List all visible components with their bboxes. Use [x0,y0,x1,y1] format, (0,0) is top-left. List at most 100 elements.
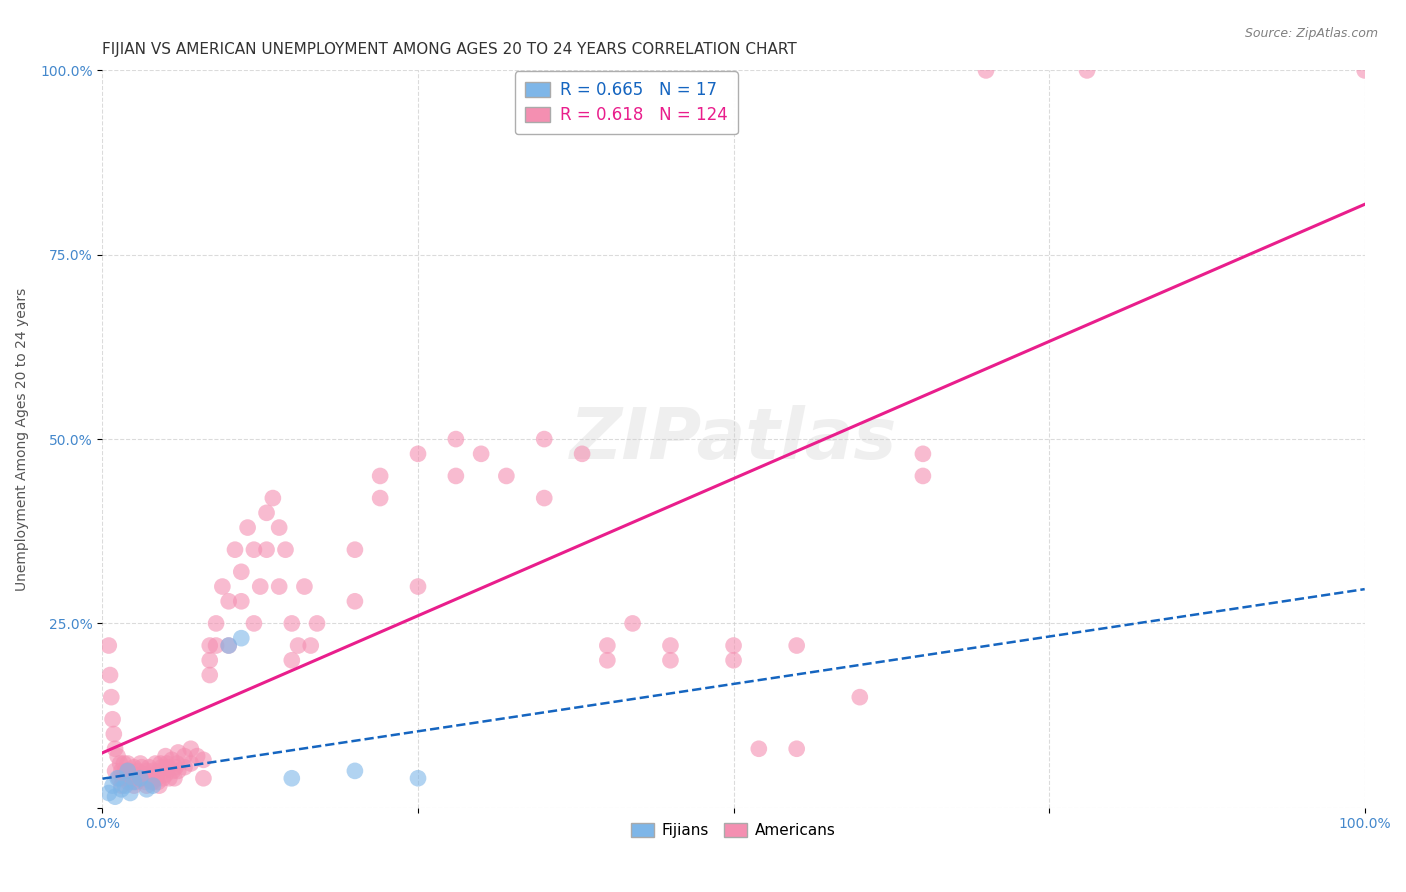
Point [343,542,366,557]
Point [406,771,429,785]
Point [596,653,619,667]
Point [193,771,215,785]
Point [103,727,125,741]
Point [218,639,240,653]
Point [571,447,593,461]
Point [129,771,152,785]
Point [132,767,155,781]
Point [121,775,143,789]
Point [104,764,127,778]
Point [132,771,155,785]
Point [287,639,309,653]
Point [110,782,132,797]
Point [135,779,157,793]
Point [146,775,169,789]
Point [101,779,124,793]
Point [129,756,152,771]
Point [118,764,141,778]
Point [256,506,278,520]
Point [149,756,172,771]
Point [368,491,391,505]
Point [117,764,139,778]
Point [110,764,132,778]
Point [125,775,148,789]
Point [186,749,208,764]
Point [127,764,149,778]
Point [104,741,127,756]
Point [723,653,745,667]
Point [120,771,142,785]
Point [231,631,253,645]
Point [205,616,228,631]
Point [343,594,366,608]
Point [145,756,167,771]
Point [128,771,150,785]
Point [533,432,555,446]
Point [121,771,143,785]
Point [406,447,429,461]
Point [786,741,808,756]
Point [97,786,120,800]
Point [142,775,165,789]
Point [205,639,228,653]
Point [134,775,156,789]
Point [117,775,139,789]
Point [748,741,770,756]
Point [152,771,174,785]
Point [98,668,121,682]
Point [157,760,180,774]
Point [122,760,145,774]
Point [231,594,253,608]
Point [659,653,682,667]
Point [281,653,304,667]
Point [368,469,391,483]
Point [911,447,934,461]
Point [1354,63,1376,78]
Point [162,764,184,778]
Point [122,775,145,789]
Point [231,565,253,579]
Point [198,639,221,653]
Point [139,771,162,785]
Point [156,756,179,771]
Point [100,690,122,705]
Point [163,771,186,785]
Text: ZIPatlas: ZIPatlas [569,405,897,474]
Point [269,580,291,594]
Point [621,616,644,631]
Point [849,690,872,705]
Point [155,767,177,781]
Point [145,771,167,785]
Point [659,639,682,653]
Point [160,753,183,767]
Point [911,469,934,483]
Point [256,542,278,557]
Point [167,764,190,778]
Point [406,580,429,594]
Point [143,767,166,781]
Point [723,639,745,653]
Point [1076,63,1098,78]
Point [165,760,187,774]
Point [211,580,233,594]
Point [243,616,266,631]
Point [495,469,517,483]
Point [101,712,124,726]
Point [269,520,291,534]
Point [249,580,271,594]
Point [444,469,467,483]
Point [343,764,366,778]
Point [117,756,139,771]
Point [180,756,202,771]
Y-axis label: Unemployment Among Ages 20 to 24 years: Unemployment Among Ages 20 to 24 years [15,287,30,591]
Point [148,779,170,793]
Point [124,767,146,781]
Point [236,520,259,534]
Point [157,771,180,785]
Point [262,491,284,505]
Point [108,771,131,785]
Text: Source: ZipAtlas.com: Source: ZipAtlas.com [1244,27,1378,40]
Point [180,741,202,756]
Point [138,760,160,774]
Point [122,779,145,793]
